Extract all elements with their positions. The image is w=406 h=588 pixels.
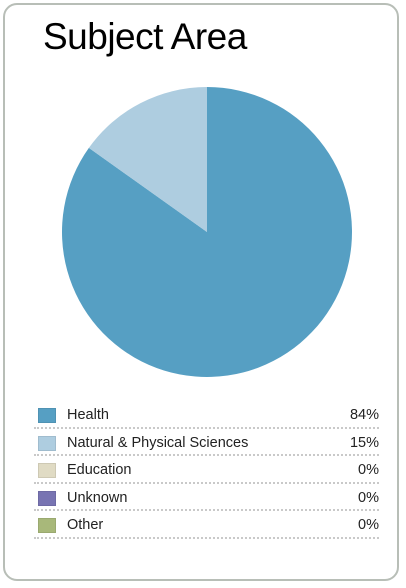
- legend-swatch: [38, 490, 56, 506]
- chart-legend: Health 84% Natural & Physical Sciences 15% E…: [34, 401, 379, 539]
- legend-label: Natural & Physical Sciences: [67, 434, 249, 451]
- legend-value: 0%: [358, 489, 379, 506]
- legend-value: 0%: [358, 462, 379, 478]
- legend-value: 0%: [358, 517, 379, 533]
- legend-item: Education 0%: [34, 456, 379, 484]
- pie-slice-natural-physical-sciences[interactable]: [88, 87, 207, 232]
- pie-chart-svg: [61, 87, 353, 377]
- legend-label: Other: [67, 517, 104, 533]
- legend-swatch: [38, 518, 56, 533]
- legend-swatch: [38, 463, 56, 478]
- pie-chart: [59, 84, 355, 380]
- subject-area-card: Subject Area Health 84% Natural & Physical…: [3, 3, 399, 581]
- legend-item: Natural & Physical Sciences 15%: [34, 429, 379, 456]
- legend-item: Unknown 0%: [34, 484, 379, 511]
- legend-swatch: [38, 435, 56, 451]
- legend-label: Health: [67, 407, 109, 423]
- legend-value: 15%: [349, 434, 379, 451]
- legend-item: Health 84%: [34, 401, 379, 429]
- legend-value: 84%: [349, 407, 379, 423]
- legend-label: Unknown: [67, 489, 128, 506]
- legend-item: Other 0%: [34, 511, 379, 539]
- legend-label: Education: [67, 462, 132, 478]
- card-title: Subject Area: [43, 16, 247, 57]
- legend-swatch: [38, 408, 56, 423]
